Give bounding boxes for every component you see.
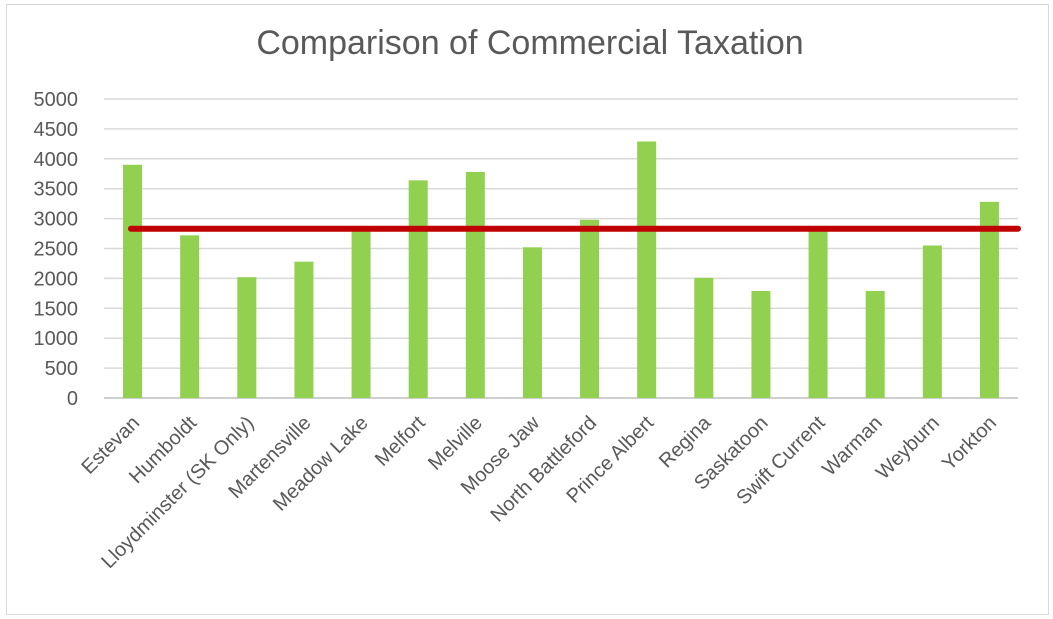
chart-title: Comparison of Commercial Taxation [256,24,803,62]
y-tick-label: 500 [45,358,78,380]
bar [408,180,428,398]
x-tick-label: Melfort [371,412,430,471]
y-tick-label: 2000 [34,268,79,290]
y-axis-ticks: 0 500 1000 1500 2000 2500 3000 3500 4000 4500 5000 [34,89,79,410]
y-tick-label: 4500 [34,119,79,141]
x-tick-label: Weyburn [872,412,944,484]
x-tick-label: North Battleford [486,412,601,527]
bar [865,290,885,398]
y-tick-label: 3000 [34,209,79,231]
y-tick-label: 5000 [34,89,79,111]
y-tick-label: 1500 [34,298,79,320]
gridlines [104,98,1018,399]
bar [808,228,828,398]
bar [351,228,371,398]
bar [237,277,257,398]
bar [580,219,600,398]
bar [123,164,143,398]
bar [637,141,657,398]
y-tick-label: 3500 [34,179,79,201]
x-tick-label: Yorkton [938,412,1001,475]
bar [922,245,942,398]
bar [979,201,999,398]
y-tick-label: 1000 [34,328,79,350]
bar [465,171,485,398]
y-tick-label: 2500 [34,239,79,261]
bar [522,247,542,398]
bar [694,277,714,398]
bar [751,290,771,398]
bars [123,141,999,398]
y-tick-label: 0 [67,388,78,410]
y-tick-label: 4000 [34,149,79,171]
bar [180,235,200,398]
bar [294,261,314,398]
